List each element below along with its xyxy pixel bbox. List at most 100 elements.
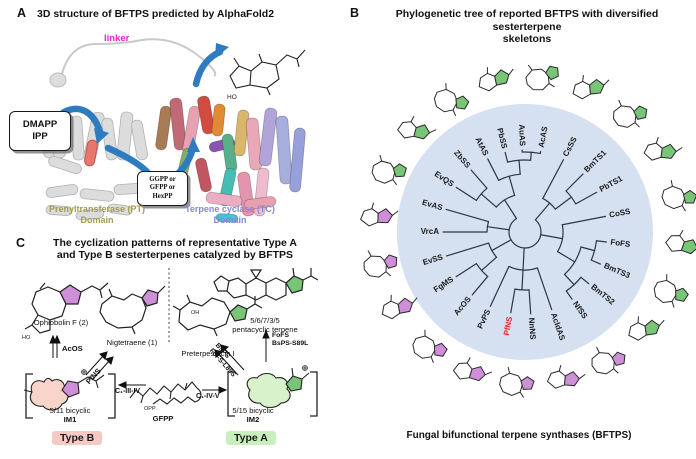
phylo-branch xyxy=(536,267,553,311)
phylo-branch xyxy=(575,191,598,205)
molecule-substituents xyxy=(558,364,586,379)
gfpp-structure xyxy=(129,381,202,405)
tc-domain-caption: Terpene cyclase (TC) Domain xyxy=(170,204,290,226)
molecule-pentagon xyxy=(413,124,431,140)
molecule-glyph xyxy=(613,99,648,128)
acos-arrow xyxy=(49,334,61,358)
molecule-substituents xyxy=(507,366,525,398)
im1-brackets xyxy=(25,373,116,419)
im2-brackets xyxy=(227,371,318,417)
phylo-branch xyxy=(556,250,576,263)
tc-helix xyxy=(215,213,239,223)
tc-helix xyxy=(155,105,172,151)
tc-helix xyxy=(289,127,306,193)
molecule-ring xyxy=(363,255,387,278)
molecule-substituents xyxy=(618,99,640,128)
molecule-substituents xyxy=(367,250,392,277)
intermediate-box: GGPP or GFPP or HexPP xyxy=(137,171,188,206)
flow-arrow-head xyxy=(94,128,109,144)
tc-helix xyxy=(233,109,250,157)
nigtetraene-label: Nigtetraene (1) xyxy=(106,338,158,347)
molecule-ring xyxy=(643,142,663,161)
molecule-substituents xyxy=(655,137,683,152)
pt-helix xyxy=(107,203,133,216)
molecule-substituents xyxy=(466,357,493,376)
panel-c-letter: C xyxy=(16,236,26,250)
linker-coil xyxy=(61,38,217,77)
c1-iii-iv-arrow xyxy=(117,381,146,389)
phylo-branch xyxy=(486,226,510,231)
pentacyclic-label-line1: 5/6/7/3/5 xyxy=(250,316,280,325)
molecule-ring xyxy=(628,322,647,341)
preterpestacin-structure xyxy=(172,294,263,337)
molecule-ring xyxy=(546,370,566,389)
phylogenetic-tree: CsSSBmTS1PbTS1CoSSFoFSBmTS3BmTS2NfSSAcld… xyxy=(359,64,696,398)
molecule-glyph xyxy=(546,364,586,389)
molecule-glyph xyxy=(478,67,514,92)
molecule-substituents xyxy=(486,67,514,75)
product-molecule-sketch xyxy=(229,49,306,96)
pt-caption-line2: Domain xyxy=(80,214,114,225)
tc-caption-line1: Terpene cyclase (TC) xyxy=(185,204,275,214)
pt-caption-line1: Prenyltransferase (PT) xyxy=(48,204,146,214)
pt-helix xyxy=(70,115,85,161)
phylo-branch xyxy=(508,175,516,197)
tc-helix xyxy=(197,95,215,135)
intermediate-line1: GGPP or xyxy=(149,175,176,183)
pt-red-helix xyxy=(84,139,98,167)
phylo-branch xyxy=(470,169,488,189)
substrate-line2: IPP xyxy=(32,131,48,142)
im2-structure xyxy=(227,365,318,417)
panel-b-title: Phylogenetic tree of reported BFTPS with… xyxy=(362,8,692,46)
phylo-branch xyxy=(561,215,607,226)
molecule-glyph xyxy=(661,180,696,212)
molecule-glyph xyxy=(499,366,535,398)
taxon-label-NnNS: NnNS xyxy=(527,317,538,340)
phylo-branch xyxy=(580,246,596,252)
phylo-branch xyxy=(471,275,489,296)
phylo-branch xyxy=(565,173,584,192)
panel-c: C The cyclization patterns of representa… xyxy=(0,232,340,459)
taxa-labels: CsSSBmTS1PbTS1CoSSFoFSBmTS3BmTS2NfSSAcld… xyxy=(421,124,632,342)
intermediate-line2: GFPP or xyxy=(149,184,176,192)
molecule-pentagon xyxy=(455,95,470,110)
molecule-glyph xyxy=(665,229,696,255)
panel-c-title-line2: and Type B sesterterpenes catalyzed by B… xyxy=(56,249,294,262)
nigtetraene-structure xyxy=(99,285,166,335)
phylo-branch xyxy=(489,265,510,307)
molecule-pentagon xyxy=(563,371,580,387)
taxon-label-AuAS: AuAS xyxy=(517,124,527,147)
type-a-badge: Type A xyxy=(226,431,276,445)
fofs-label: FoFS xyxy=(272,332,289,339)
molecule-ring xyxy=(499,372,524,397)
molecule-pentagon xyxy=(675,287,689,302)
phylo-branch xyxy=(580,276,590,285)
tree-background-circle xyxy=(397,104,653,360)
fofs-enzyme-labels: FoFS BsPS-S89L xyxy=(272,332,308,349)
im1-label: 5/11 bicyclic IM1 xyxy=(30,406,110,424)
molecule-ring xyxy=(359,208,379,227)
c1-iii-iv-label: C₁-III-IV xyxy=(115,388,141,395)
molecule-glyph xyxy=(412,329,448,363)
im2-label: 5/15 bicyclic IM2 xyxy=(213,406,293,424)
panel-a-title: 3D structure of BFTPS predicted by Alpha… xyxy=(37,8,275,20)
phylo-branch xyxy=(542,158,565,200)
molecule-pentagon xyxy=(494,69,510,86)
molecule-substituents xyxy=(371,202,399,216)
pt-domain-caption: Prenyltransferase (PT) Domain xyxy=(38,204,156,226)
c1-iv-v-arrow xyxy=(202,386,228,394)
molecule-substituents xyxy=(582,75,610,86)
intermediate-line3: HexPP xyxy=(152,192,173,200)
oph-ho-label: HO xyxy=(22,335,31,341)
substrate-box: DMAPP IPP xyxy=(9,111,71,151)
molecule-pentagon xyxy=(589,78,605,95)
pt-helix xyxy=(116,111,134,161)
taxon-label-FoFS: FoFS xyxy=(610,238,632,249)
molecule-pentagon xyxy=(611,351,626,367)
tc-helix xyxy=(195,157,212,193)
molecule-pentagon xyxy=(468,366,486,382)
taxon-label-PfNS: PfNS xyxy=(502,315,514,336)
pre-oh-label: OH xyxy=(191,310,199,316)
im2-label-line1: 5/15 bicyclic xyxy=(232,406,274,415)
tc-helix xyxy=(245,117,263,171)
